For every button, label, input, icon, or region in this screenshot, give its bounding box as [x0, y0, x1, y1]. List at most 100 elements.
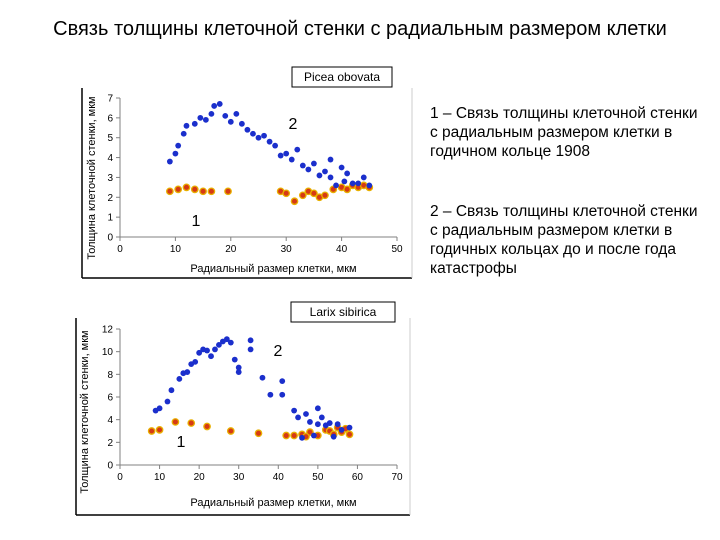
series-2-point: [261, 132, 267, 139]
series-2-point: [314, 421, 321, 428]
series-2-point: [355, 180, 362, 187]
species-box: [290, 301, 396, 323]
x-tick-label: 40: [273, 472, 285, 483]
y-tick-label: 4: [107, 415, 113, 426]
series-2-point: [338, 164, 345, 171]
series-2-point: [266, 138, 273, 145]
series-2-point: [295, 414, 301, 421]
y-tick-label: 8: [107, 370, 113, 381]
series-2-point: [216, 341, 222, 348]
series-2-point: [196, 349, 203, 356]
series-1-point: [207, 187, 216, 196]
series-1-point: [343, 185, 351, 194]
series-1-point: [171, 418, 180, 426]
y-axis-title: Толщина клеточной стенки, мкм: [86, 96, 98, 259]
y-tick-label: 6: [107, 393, 113, 404]
series-2-point: [305, 166, 312, 173]
series-2-point: [235, 364, 242, 371]
x-tick-label: 20: [225, 244, 237, 255]
y-tick-label: 1: [107, 213, 113, 224]
series-2-point: [231, 356, 238, 363]
series-2-point: [255, 134, 262, 141]
x-tick-label: 0: [117, 472, 123, 483]
x-tick-label: 60: [352, 472, 364, 483]
series-2-point: [327, 174, 334, 181]
series-1-point: [226, 427, 235, 435]
series-1-point: [298, 191, 307, 200]
series-1-point: [174, 185, 183, 194]
series-2-point: [222, 112, 229, 119]
y-tick-label: 2: [107, 438, 113, 449]
series-2-point: [211, 103, 218, 109]
series-2-point: [235, 369, 242, 375]
series-2-point: [272, 142, 279, 149]
series-2-point: [333, 182, 339, 189]
series-2-point: [318, 414, 325, 421]
series-2-point: [267, 391, 274, 398]
series-1-point: [290, 197, 299, 206]
series-2-point: [227, 339, 234, 346]
series-2-point: [227, 118, 234, 125]
x-tick-label: 70: [391, 472, 403, 483]
y-tick-label: 4: [107, 153, 113, 164]
series-2-point: [299, 162, 306, 169]
series-2-point: [238, 120, 245, 127]
series-2-point: [247, 346, 254, 353]
series-2-point: [259, 374, 266, 381]
x-tick-label: 50: [391, 244, 403, 255]
series-2-point: [168, 387, 175, 394]
series-1-point: [155, 426, 164, 434]
x-tick-label: 10: [170, 244, 182, 255]
series-2-point: [156, 405, 163, 412]
series-2-point: [326, 420, 333, 426]
series-1-point: [147, 427, 156, 435]
series-2-point: [180, 130, 187, 137]
series-1-point: [203, 422, 211, 431]
chart-panel-1: Picea obovata 0 1 2 3 4 5 6 7 0 10 20 30 40 50 Радиальн…: [81, 66, 413, 279]
series-2-point: [291, 407, 298, 414]
series-2-point: [307, 419, 313, 425]
series-2-point: [314, 405, 321, 412]
x-tick-label: 20: [194, 472, 206, 483]
series-2-point: [288, 156, 295, 163]
y-tick-label: 0: [107, 461, 113, 472]
y-tick-label: 2: [107, 193, 113, 204]
series-2-point: [327, 156, 334, 163]
series-2-point: [175, 142, 182, 149]
series-1-point: [282, 431, 291, 440]
y-tick-label: 6: [107, 113, 113, 124]
series-2-point: [216, 101, 223, 107]
series-1-number: 1: [192, 213, 201, 230]
series-2-point: [250, 130, 256, 137]
series-2-point: [346, 424, 353, 431]
series-2-point: [311, 432, 317, 439]
series-2-point: [338, 426, 345, 433]
legend-item-1: 1 – Связь толщины клеточной стенки с рад…: [430, 105, 698, 160]
series-2-point: [277, 152, 284, 159]
series-1-point: [190, 185, 199, 194]
series-2-point: [349, 180, 356, 187]
series-2-point: [176, 375, 183, 382]
series-2-point: [330, 433, 337, 440]
series-2-point: [366, 182, 373, 189]
series-2-point: [184, 369, 191, 375]
y-tick-label: 10: [102, 347, 114, 358]
series-1-point: [254, 429, 263, 438]
y-axis-title: Толщина клеточной стенки, мкм: [79, 330, 91, 493]
y-tick-label: 7: [107, 94, 113, 105]
series-2-point: [183, 122, 190, 129]
series-2-point: [191, 120, 198, 127]
y-tick-label: 5: [107, 133, 113, 144]
x-tick-label: 0: [117, 244, 123, 255]
slide-title: Связь толщины клеточной стенки с радиаль…: [53, 18, 667, 40]
series-1-point: [166, 187, 174, 196]
series-2-point: [208, 353, 214, 360]
series-2-number: 2: [289, 116, 298, 133]
series-2-point: [316, 172, 323, 179]
x-tick-label: 40: [336, 244, 348, 255]
series-2-point: [299, 434, 305, 441]
series-2-point: [322, 168, 328, 175]
series-2-point: [334, 421, 341, 428]
series-2-point: [360, 174, 367, 181]
legend-item-2: 2 – Связь толщины клеточной стенки с рад…: [430, 203, 698, 277]
